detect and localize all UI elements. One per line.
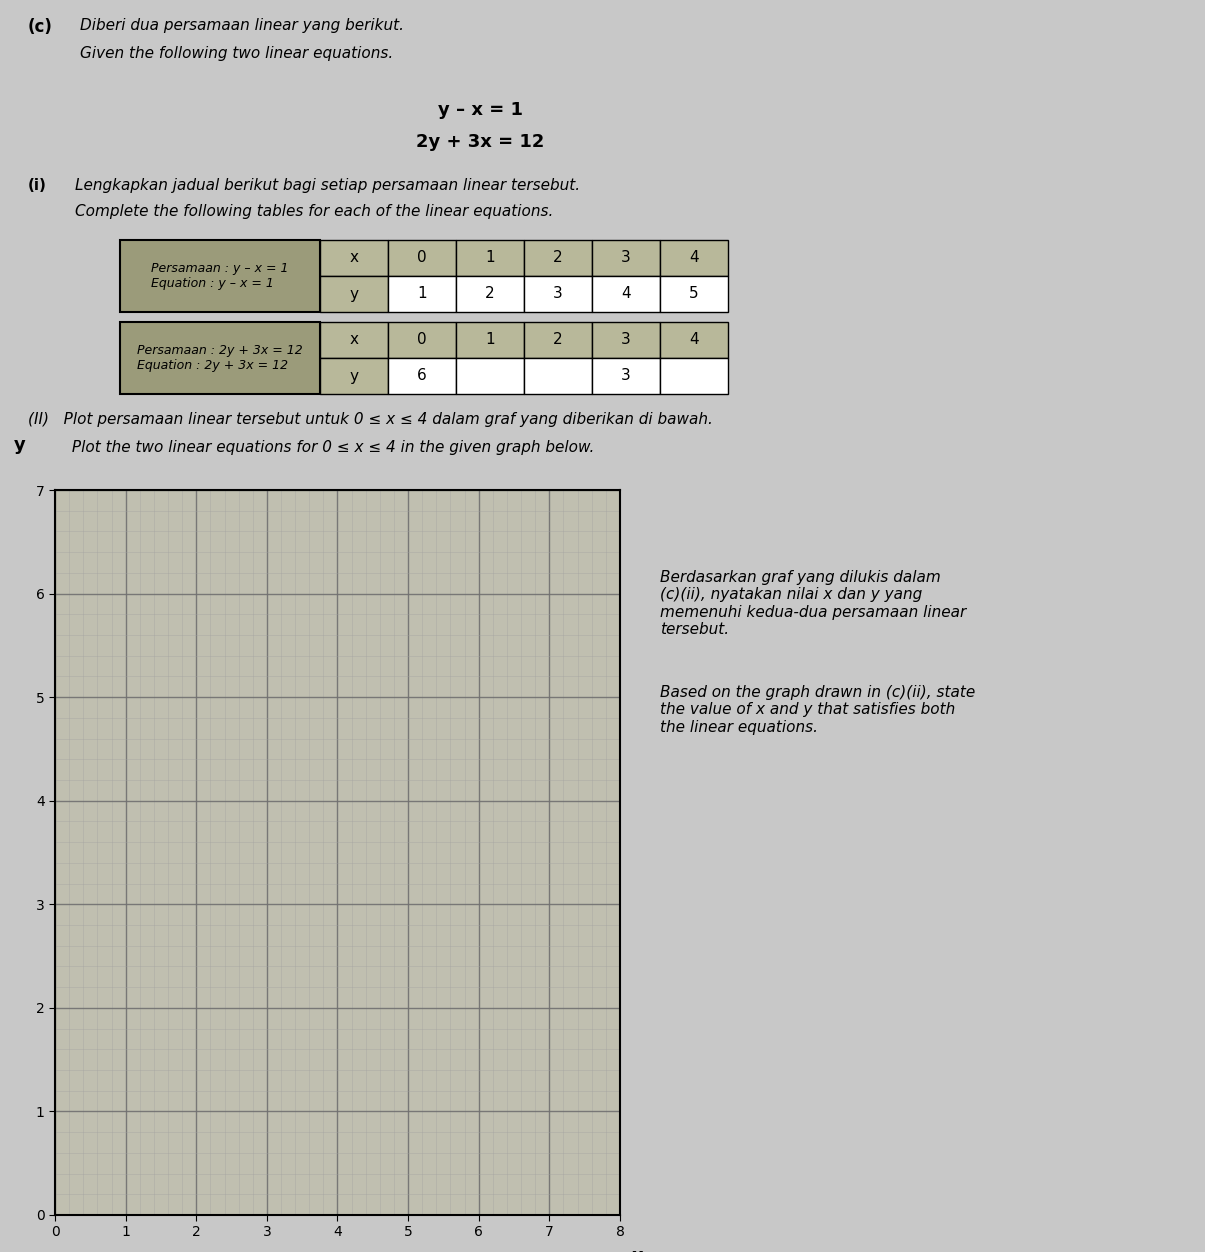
Text: Complete the following tables for each of the linear equations.: Complete the following tables for each o… [75,204,553,219]
Text: Plot the two linear equations for 0 ≤ x ≤ 4 in the given graph below.: Plot the two linear equations for 0 ≤ x … [28,439,594,454]
Text: 0: 0 [417,250,427,265]
Bar [388,275,455,312]
Text: (i): (i) [28,178,47,193]
Text: y – x = 1: y – x = 1 [437,101,523,119]
Text: 4: 4 [689,333,699,348]
Text: Lengkapkan jadual berikut bagi setiap persamaan linear tersebut.: Lengkapkan jadual berikut bagi setiap pe… [75,178,580,193]
Bar [321,240,388,275]
Bar [455,240,524,275]
Bar [455,358,524,394]
Text: (c): (c) [28,18,53,36]
Bar [592,322,660,358]
Bar [388,322,455,358]
Bar [524,275,592,312]
Text: 3: 3 [621,368,631,383]
Bar [321,322,388,358]
Text: Given the following two linear equations.: Given the following two linear equations… [80,46,393,61]
Bar [524,240,592,275]
Text: 3: 3 [553,287,563,302]
Bar [660,275,728,312]
Text: 4: 4 [689,250,699,265]
Bar [660,240,728,275]
Text: 3: 3 [621,333,631,348]
Bar [388,358,455,394]
Text: y: y [13,436,25,453]
Bar [120,322,321,394]
Text: 1: 1 [486,250,495,265]
Text: Persamaan : 2y + 3x = 12
Equation : 2y + 3x = 12: Persamaan : 2y + 3x = 12 Equation : 2y +… [137,344,302,372]
Bar [321,275,388,312]
Text: x: x [631,1247,643,1252]
Bar [660,358,728,394]
Bar [120,240,321,312]
Text: Persamaan : y – x = 1
Equation : y – x = 1: Persamaan : y – x = 1 Equation : y – x =… [152,262,289,290]
Text: 2y + 3x = 12: 2y + 3x = 12 [416,133,545,151]
Text: Diberi dua persamaan linear yang berikut.: Diberi dua persamaan linear yang berikut… [80,18,404,33]
Text: y: y [349,287,359,302]
Bar [592,240,660,275]
Bar [592,275,660,312]
Text: Based on the graph drawn in (c)(ii), state
the value of x and y that satisfies b: Based on the graph drawn in (c)(ii), sta… [660,685,975,735]
Bar [455,275,524,312]
Text: 0: 0 [417,333,427,348]
Bar [455,322,524,358]
Bar [660,322,728,358]
Text: Berdasarkan graf yang dilukis dalam
(c)(ii), nyatakan nilai x dan y yang
memenuh: Berdasarkan graf yang dilukis dalam (c)(… [660,570,966,637]
Text: 6: 6 [417,368,427,383]
Bar [524,322,592,358]
Text: y: y [60,495,72,513]
Text: 1: 1 [417,287,427,302]
Text: 4: 4 [622,287,630,302]
Text: x: x [349,333,359,348]
Text: y: y [349,368,359,383]
Text: 2: 2 [486,287,495,302]
Bar [592,358,660,394]
Bar [388,240,455,275]
Text: 5: 5 [689,287,699,302]
Text: 3: 3 [621,250,631,265]
Bar [524,358,592,394]
Text: 1: 1 [486,333,495,348]
Text: 2: 2 [553,333,563,348]
Text: x: x [349,250,359,265]
Text: 2: 2 [553,250,563,265]
Text: (II)   Plot persamaan linear tersebut untuk 0 ≤ x ≤ 4 dalam graf yang diberikan : (II) Plot persamaan linear tersebut untu… [28,412,713,427]
Bar [321,358,388,394]
